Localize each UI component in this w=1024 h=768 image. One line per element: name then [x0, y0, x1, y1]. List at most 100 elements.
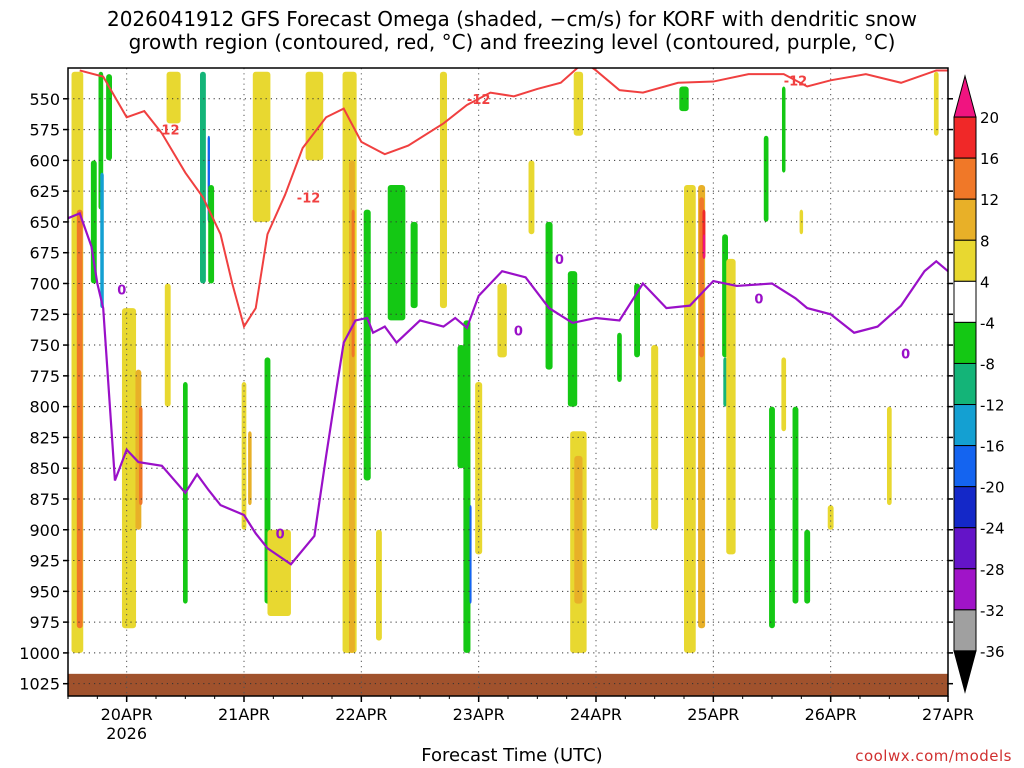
chart-title-line-1: 2026041912 GFS Forecast Omega (shaded, −… [106, 7, 917, 31]
colorbar-label: 16 [980, 150, 999, 168]
omega-patch [475, 382, 483, 555]
colorbar-label: 8 [980, 232, 990, 250]
y-tick-label: 1000 [19, 644, 60, 663]
y-tick-label: 1025 [19, 675, 60, 694]
snow-growth-contour-label: -12 [467, 93, 491, 108]
omega-patch [886, 406, 892, 506]
colorbar-swatch [953, 198, 977, 241]
y-tick-label: 550 [29, 90, 60, 109]
omega-patch [827, 505, 834, 530]
colorbar-swatch [953, 445, 977, 488]
omega-patch [463, 320, 471, 653]
y-tick-label: 600 [29, 151, 60, 170]
omega-patch [138, 406, 143, 506]
freezing-level-contour-label: 0 [754, 292, 763, 307]
y-tick-label: 850 [29, 459, 60, 478]
y-tick-label: 975 [29, 613, 60, 632]
omega-patch [651, 345, 659, 530]
x-tick-label: 24APR [570, 705, 622, 724]
colorbar-swatch [953, 568, 977, 611]
omega-patch [684, 184, 696, 653]
omega-shading [68, 71, 948, 696]
x-tick-label: 22APR [335, 705, 387, 724]
y-tick-label: 725 [29, 305, 60, 324]
omega-patch [121, 308, 137, 629]
omega-patch [545, 221, 553, 370]
omega-patch [267, 529, 291, 616]
omega-patch [200, 71, 206, 284]
omega-patch [363, 209, 371, 481]
colorbar-top-triangle [953, 74, 977, 118]
colorbar-label: 4 [980, 273, 990, 291]
omega-patch [241, 382, 247, 530]
omega-patch [769, 406, 775, 629]
omega-patch [76, 209, 83, 629]
colorbar-swatch [953, 362, 977, 406]
colorbar-swatch [953, 321, 977, 364]
x-tick-label: 21APR [218, 705, 270, 724]
colorbar-label: -32 [980, 602, 1005, 620]
omega-patch [567, 271, 578, 407]
omega-patch [100, 172, 104, 309]
snow-growth-contour-label: -12 [784, 74, 808, 89]
colorbar-bottom-triangle [953, 650, 977, 694]
omega-patch [634, 283, 640, 358]
colorbar-swatch [953, 527, 977, 570]
freezing-level-contour-label: 0 [514, 324, 523, 339]
omega-patch [781, 357, 787, 432]
colorbar-swatch [953, 239, 977, 282]
colorbar-label: 12 [980, 191, 999, 209]
x-year-label: 2026 [106, 724, 147, 743]
y-tick-label: 900 [29, 521, 60, 540]
omega-patch [305, 71, 324, 161]
omega-patch [457, 345, 465, 469]
y-tick-label: 775 [29, 367, 60, 386]
omega-patch [781, 86, 786, 173]
chart-title: 2026041912 GFS Forecast Omega (shaded, −… [0, 8, 1024, 54]
omega-patch [208, 184, 215, 284]
omega-patch [723, 357, 727, 407]
x-tick-label: 27APR [922, 705, 974, 724]
colorbar-label: -16 [980, 438, 1005, 456]
colorbar-swatch [953, 116, 977, 159]
snow-growth-contour-label: -12 [297, 191, 321, 206]
colorbar-label: -8 [980, 355, 995, 373]
colorbar-label: -36 [980, 643, 1005, 661]
y-tick-label: 825 [29, 428, 60, 447]
omega-patch [792, 406, 799, 604]
omega-patch [726, 258, 736, 555]
omega-patch [804, 529, 811, 604]
y-tick-label: 575 [29, 121, 60, 140]
colorbar-swatch [953, 486, 977, 529]
omega-patch [351, 209, 355, 358]
omega-patch [410, 221, 418, 309]
y-tick-label: 750 [29, 336, 60, 355]
colorbar: 20 16 12 8 4 -4 -8 -12 -16 -20 -24 -28 -32 -36 [953, 74, 1005, 694]
x-axis-label: Forecast Time (UTC) [421, 745, 603, 766]
omega-patch [106, 74, 112, 161]
y-tick-label: 875 [29, 490, 60, 509]
x-tick-label: 26APR [805, 705, 857, 724]
colorbar-swatch [953, 280, 977, 323]
source-credit: coolwx.com/models [855, 747, 1012, 765]
omega-patch [679, 86, 689, 112]
omega-patch [469, 505, 472, 604]
y-tick-label: 800 [29, 398, 60, 417]
omega-patch [166, 71, 181, 124]
omega-patch [617, 332, 622, 382]
x-tick-label: 25APR [687, 705, 739, 724]
terrain-band [68, 673, 948, 696]
colorbar-swatch [953, 157, 977, 200]
omega-patch [252, 71, 271, 222]
chart-title-line-2: growth region (contoured, red, °C) and f… [128, 30, 896, 54]
freezing-level-contour-label: 0 [555, 253, 564, 268]
y-tick-label: 650 [29, 213, 60, 232]
omega-patch [933, 71, 939, 136]
omega-patch [248, 431, 252, 506]
x-tick-label: 23APR [453, 705, 505, 724]
omega-patch [703, 234, 706, 259]
omega-patch [439, 71, 447, 309]
freezing-level-contour-label: 0 [276, 527, 285, 542]
snow-growth-contour-label: -12 [156, 124, 180, 139]
